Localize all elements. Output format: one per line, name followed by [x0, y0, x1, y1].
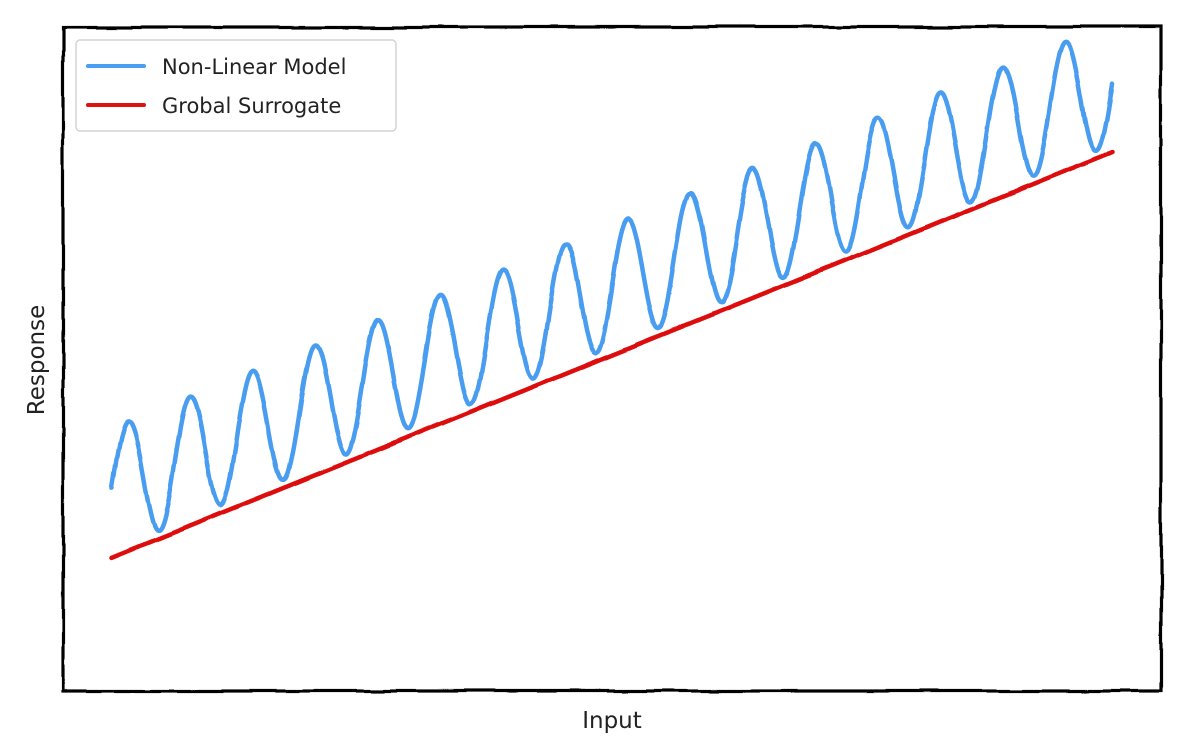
series-line-grobal-surrogate [109, 150, 1115, 560]
plot-frame [61, 25, 1163, 693]
x-axis-label: Input [582, 708, 642, 734]
legend-label-grobal-surrogate: Grobal Surrogate [162, 94, 341, 118]
series-line-non-linear-model [109, 39, 1115, 533]
plot-border [61, 25, 1163, 693]
series-layer [109, 39, 1115, 560]
legend: Non-Linear Model Grobal Surrogate [75, 39, 397, 132]
legend-box [75, 39, 397, 132]
y-axis-label: Response [24, 305, 50, 415]
legend-label-non-linear-model: Non-Linear Model [162, 55, 346, 79]
